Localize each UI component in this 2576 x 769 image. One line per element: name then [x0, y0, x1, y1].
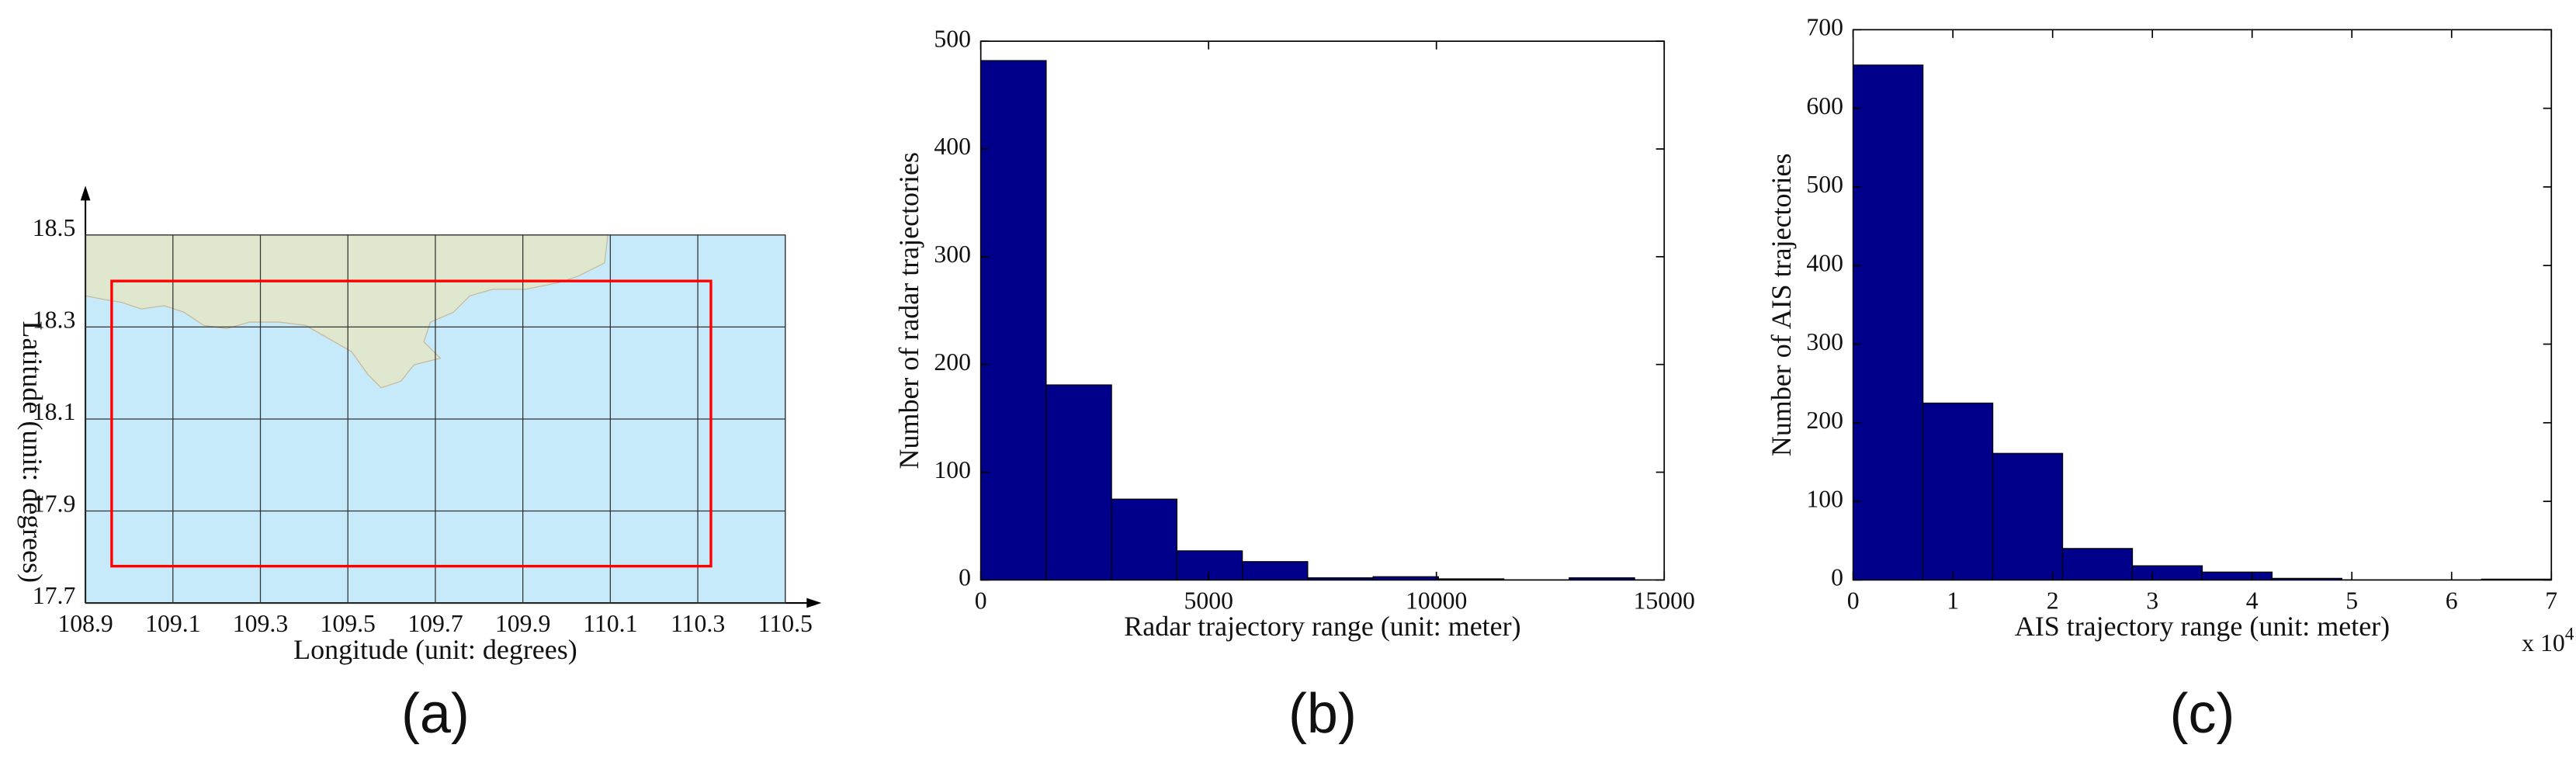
bar [1045, 384, 1112, 581]
bar [1922, 402, 1994, 581]
x-tick-label: 2 [2047, 587, 2059, 614]
y-axis-label: Number of AIS trajectories [1766, 154, 1797, 457]
y-tick-label: 200 [1806, 407, 1843, 434]
study-region [110, 279, 712, 568]
y-tick-label: 700 [1806, 14, 1843, 41]
x-tick-label: 109.9 [495, 610, 550, 637]
y-tick-label: 17.9 [33, 490, 76, 517]
x-tick-label: 109.5 [320, 610, 375, 637]
caption: (a) [401, 683, 470, 745]
y-tick-label: 100 [1806, 485, 1843, 512]
x-tick-label: 7 [2545, 587, 2557, 614]
bar [1241, 561, 1309, 581]
y-tick-label: 500 [1806, 171, 1843, 198]
y-tick-label: 18.1 [33, 398, 76, 425]
y-tick-label: 100 [934, 456, 971, 483]
bar [1437, 578, 1505, 581]
x-tick-label: 109.3 [233, 610, 288, 637]
x-tick-label: 10000 [1406, 587, 1467, 614]
x-tick-label: 110.3 [671, 610, 725, 637]
x-tick-label: 0 [1847, 587, 1860, 614]
bar [2201, 571, 2273, 581]
bar [1853, 64, 1924, 581]
bar [1569, 577, 1635, 581]
x-tick-label: 108.9 [57, 610, 113, 637]
caption: (c) [2169, 683, 2234, 745]
x-axis-label: Longitude (unit: degrees) [293, 634, 577, 665]
x-tick-label: 110.1 [583, 610, 637, 637]
y-axis-label: Latitude (unit: degrees) [17, 320, 48, 583]
x-tick-label: 110.5 [758, 610, 813, 637]
x-tick-label: 0 [975, 587, 987, 614]
bar [1111, 498, 1178, 581]
x-multiplier: x 104 [2522, 625, 2574, 657]
x-tick-label: 6 [2446, 587, 2458, 614]
bar [1176, 550, 1243, 581]
bar [2271, 577, 2343, 581]
y-tick-label: 18.3 [33, 306, 76, 333]
y-tick-label: 0 [1831, 564, 1843, 591]
y-arrow [80, 185, 91, 201]
y-tick-label: 400 [934, 133, 971, 160]
x-multiplier-base: x 10 [2522, 629, 2565, 656]
y-tick-label: 500 [934, 25, 971, 52]
x-tick-label: 1 [1947, 587, 1959, 614]
y-tick-label: 18.5 [33, 214, 76, 241]
y-axis-label: Number of radar trajectories [893, 152, 924, 469]
bar [1992, 452, 2064, 581]
y-tick-label: 400 [1806, 249, 1843, 276]
x-tick-label: 5000 [1184, 587, 1233, 614]
bar [2131, 565, 2203, 581]
bar [980, 60, 1047, 581]
bar [2481, 578, 2552, 581]
x-tick-label: 109.7 [407, 610, 463, 637]
land [85, 234, 608, 389]
x-axis-label: AIS trajectory range (unit: meter) [2015, 611, 2390, 642]
y-tick-label: 200 [934, 348, 971, 376]
x-axis-label: Radar trajectory range (unit: meter) [1124, 611, 1520, 642]
x-tick-label: 5 [2345, 587, 2358, 614]
x-tick-label: 15000 [1634, 587, 1695, 614]
bar [2061, 548, 2134, 581]
x-tick-label: 4 [2246, 587, 2259, 614]
y-tick-label: 0 [959, 564, 971, 591]
bar [1307, 577, 1374, 581]
map-frame [85, 234, 786, 604]
caption: (b) [1288, 683, 1357, 745]
x-tick-label: 3 [2146, 587, 2158, 614]
x-arrow [806, 598, 822, 608]
y-tick-label: 300 [934, 241, 971, 268]
x-tick-label: 109.1 [145, 610, 200, 637]
y-tick-label: 300 [1806, 328, 1843, 355]
x-multiplier-exponent: 4 [2565, 625, 2574, 645]
bar [1372, 576, 1439, 581]
y-tick-label: 600 [1806, 92, 1843, 120]
y-tick-label: 17.7 [33, 582, 76, 609]
